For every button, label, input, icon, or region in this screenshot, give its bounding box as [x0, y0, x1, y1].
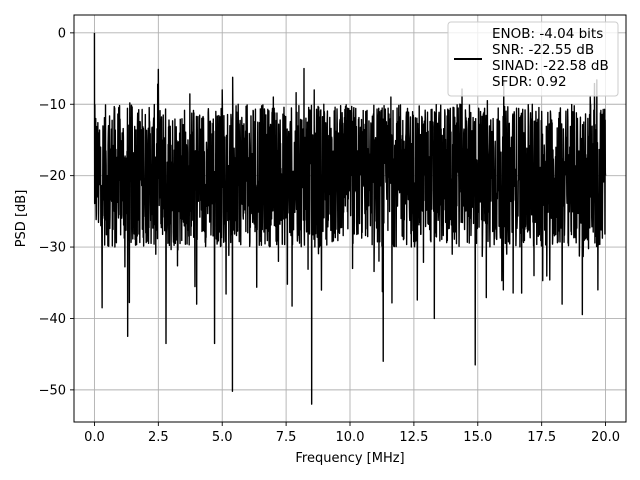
x-tick-label: 0.0	[84, 430, 105, 445]
x-tick-label: 2.5	[148, 430, 169, 445]
x-tick-label: 15.0	[463, 430, 492, 445]
y-axis-label: PSD [dB]	[14, 190, 29, 248]
y-tick-label: −30	[39, 241, 66, 256]
legend: ENOB: -4.04 bits SNR: -22.55 dB SINAD: -22…	[447, 21, 619, 97]
legend-label: ENOB: -4.04 bits SNR: -22.55 dB SINAD: -22…	[492, 26, 609, 90]
series-line	[93, 32, 607, 405]
legend-label-line: SNR: -22.55 dB	[492, 42, 594, 58]
y-tick-label: 0	[58, 26, 66, 41]
x-tick-label: 20.0	[591, 430, 620, 445]
x-axis-ticks: 0.0 2.5 5.0 7.5 10.0 12.5 15.0 17.5 20.0	[84, 422, 620, 445]
x-tick-label: 10.0	[336, 430, 365, 445]
legend-box	[447, 21, 619, 97]
x-tick-label: 12.5	[399, 430, 428, 445]
legend-label-line: SFDR: 0.92	[492, 74, 567, 90]
y-tick-label: −10	[39, 98, 66, 113]
x-tick-label: 5.0	[212, 430, 233, 445]
y-axis-ticks: 0 −10 −20 −30 −40 −50	[39, 26, 74, 398]
y-tick-label: −20	[39, 169, 66, 184]
x-tick-label: 17.5	[527, 430, 556, 445]
legend-label-line: ENOB: -4.04 bits	[492, 26, 603, 42]
legend-label-line: SINAD: -22.58 dB	[492, 58, 609, 74]
x-tick-label: 7.5	[276, 430, 297, 445]
x-axis-label: Frequency [MHz]	[295, 451, 404, 466]
y-tick-label: −40	[39, 312, 66, 327]
y-tick-label: −50	[39, 383, 66, 398]
plot-area	[93, 32, 607, 405]
